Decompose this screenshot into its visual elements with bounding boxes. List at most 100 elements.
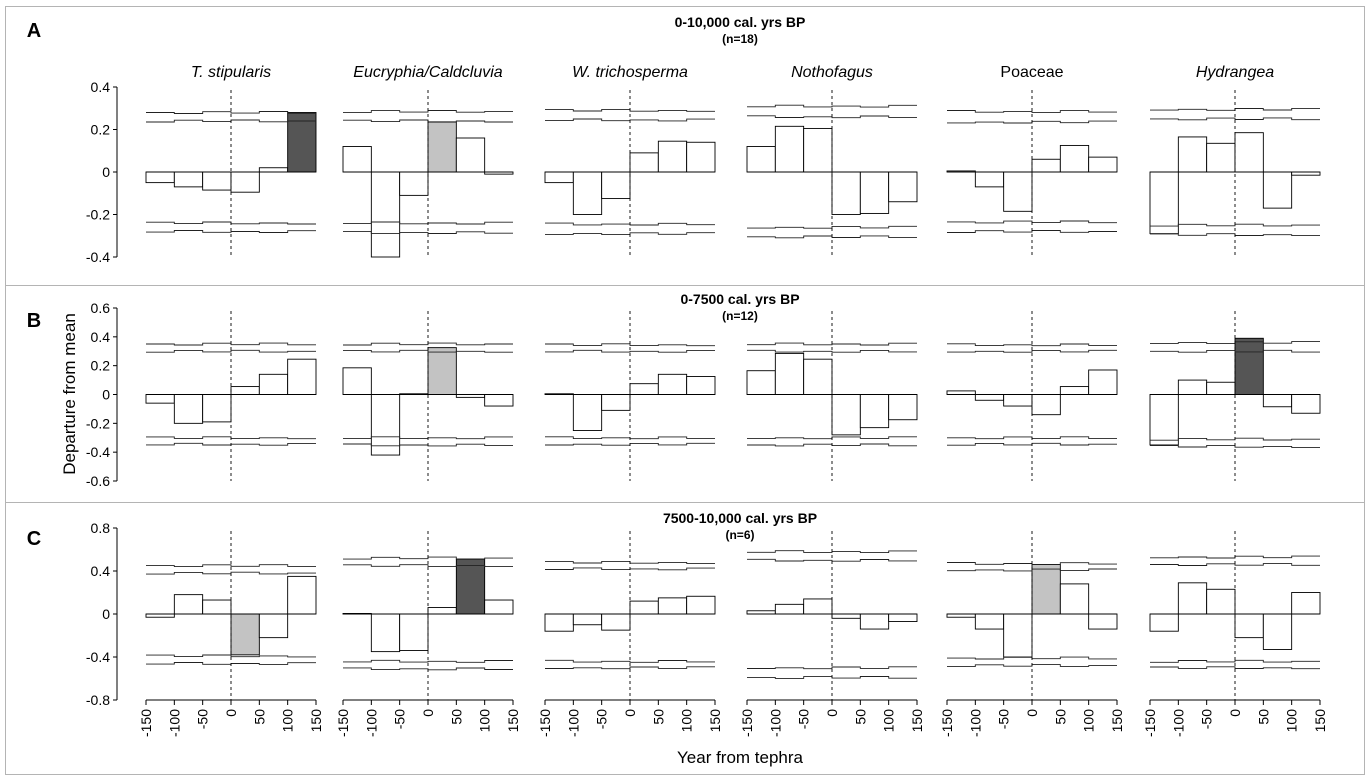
y-tick-label: -0.4 (86, 649, 110, 665)
x-tick-label: -100 (767, 709, 783, 737)
bar (1088, 613, 1118, 630)
x-tick-label: 50 (251, 709, 267, 725)
x-tick-label: 150 (505, 709, 521, 733)
bar (455, 137, 486, 173)
x-tick-label: -50 (195, 709, 211, 729)
x-tick-label: 50 (448, 709, 464, 725)
bar (230, 613, 260, 656)
y-tick-label: 0.4 (91, 329, 111, 345)
bar (1234, 337, 1264, 395)
bar (342, 367, 372, 395)
y-tick-label: 0 (102, 164, 110, 180)
x-tick-label: -50 (1199, 709, 1215, 729)
envelope-lower-inner (747, 666, 917, 670)
bar (629, 152, 659, 173)
x-tick-label: 0 (824, 709, 840, 717)
bar (427, 121, 457, 173)
figure-frame (5, 6, 1365, 775)
x-tick-label: 0 (1227, 709, 1243, 717)
bar (544, 171, 574, 184)
subplot-eucryphia-caldcluvia (342, 311, 514, 481)
envelope-upper-outer (947, 110, 1117, 113)
x-tick-label: -50 (996, 709, 1012, 729)
y-tick-label: 0 (102, 387, 110, 403)
y-tick-label: -0.6 (86, 473, 110, 489)
x-axis: -150 -100 -50 0 50 100 150 (537, 699, 723, 737)
envelope-upper-outer (146, 564, 316, 568)
subplot-t-stipularis: T. stipularis (145, 64, 317, 257)
x-tick-label: 50 (852, 709, 868, 725)
envelope-lower-inner (343, 659, 513, 663)
x-tick-label: -150 (739, 709, 755, 737)
x-axis: -150 -100 -50 0 50 100 150 (739, 699, 925, 737)
bar (1088, 369, 1118, 395)
panel-subtitle: (n=12) (722, 309, 758, 323)
bar (686, 595, 716, 615)
bar (544, 613, 574, 632)
y-axis-title: Departure from mean (60, 313, 79, 475)
bar (888, 394, 918, 421)
subplot-w-trichosperma (544, 311, 716, 481)
bar (803, 358, 833, 395)
bar (601, 171, 631, 200)
bar (572, 171, 603, 215)
bar (774, 125, 805, 173)
panel-letter: B (27, 310, 41, 332)
subplot-eucryphia-caldcluvia: Eucryphia/Caldcluvia (342, 64, 514, 258)
bar (974, 394, 1005, 401)
panel-letter: C (27, 528, 41, 550)
bar (629, 600, 659, 615)
bar (1262, 171, 1293, 209)
envelope-upper-outer (747, 104, 917, 108)
bar (1234, 132, 1264, 173)
subplot-nothofagus: -150 -100 -50 0 50 100 150 (739, 531, 925, 737)
bar (888, 171, 918, 203)
envelope-lower-outer (545, 666, 715, 670)
bar (1059, 144, 1090, 173)
panel-title: 0-7500 cal. yrs BP (680, 291, 799, 307)
x-tick-label: 150 (909, 709, 925, 733)
envelope-lower-inner (146, 654, 316, 658)
y-tick-label: 0.8 (91, 520, 111, 536)
x-tick-label: -100 (166, 709, 182, 737)
y-tick-label: -0.2 (86, 207, 110, 223)
bar (427, 607, 457, 615)
x-tick-label: -100 (1170, 709, 1186, 737)
taxon-label: Eucryphia/Caldcluvia (353, 64, 503, 81)
bar (888, 613, 918, 622)
x-tick-label: 100 (477, 709, 493, 733)
subplot-w-trichosperma: -150 -100 -50 0 50 100 150 (537, 531, 723, 737)
x-tick-label: -50 (392, 709, 408, 729)
bar (803, 127, 833, 173)
envelope-upper-outer (343, 110, 513, 113)
x-tick-label: 150 (707, 709, 723, 733)
y-tick-label: 0.6 (91, 300, 111, 316)
y-axis: 0.8 0.4 0 -0.4 -0.8 (86, 520, 118, 708)
x-tick-label: -100 (565, 709, 581, 737)
bar (1031, 564, 1061, 615)
x-tick-label: 0 (223, 709, 239, 717)
bar (1003, 394, 1033, 407)
x-axis-title: Year from tephra (677, 748, 804, 767)
bar (859, 171, 890, 214)
envelope-upper-inner (146, 349, 316, 353)
x-tick-label: 100 (881, 709, 897, 733)
envelope-lower-outer (146, 230, 316, 233)
bar (484, 599, 514, 615)
bar (173, 171, 204, 188)
bar (202, 171, 232, 191)
x-tick-label: 0 (1024, 709, 1040, 717)
bar (258, 167, 289, 173)
bar (1003, 613, 1033, 658)
bar (572, 394, 603, 431)
x-tick-label: 100 (280, 709, 296, 733)
bar (601, 613, 631, 631)
bar (831, 171, 861, 215)
bar (1177, 379, 1208, 395)
y-tick-label: -0.4 (86, 249, 110, 265)
panels: A 0-10,000 cal. yrs BP (n=18) 0.4 0.2 0 -0.2 -0… (27, 14, 1328, 737)
x-tick-label: -50 (796, 709, 812, 729)
envelope-lower-inner (947, 220, 1117, 224)
bar (746, 370, 776, 395)
y-tick-label: -0.4 (86, 444, 110, 460)
